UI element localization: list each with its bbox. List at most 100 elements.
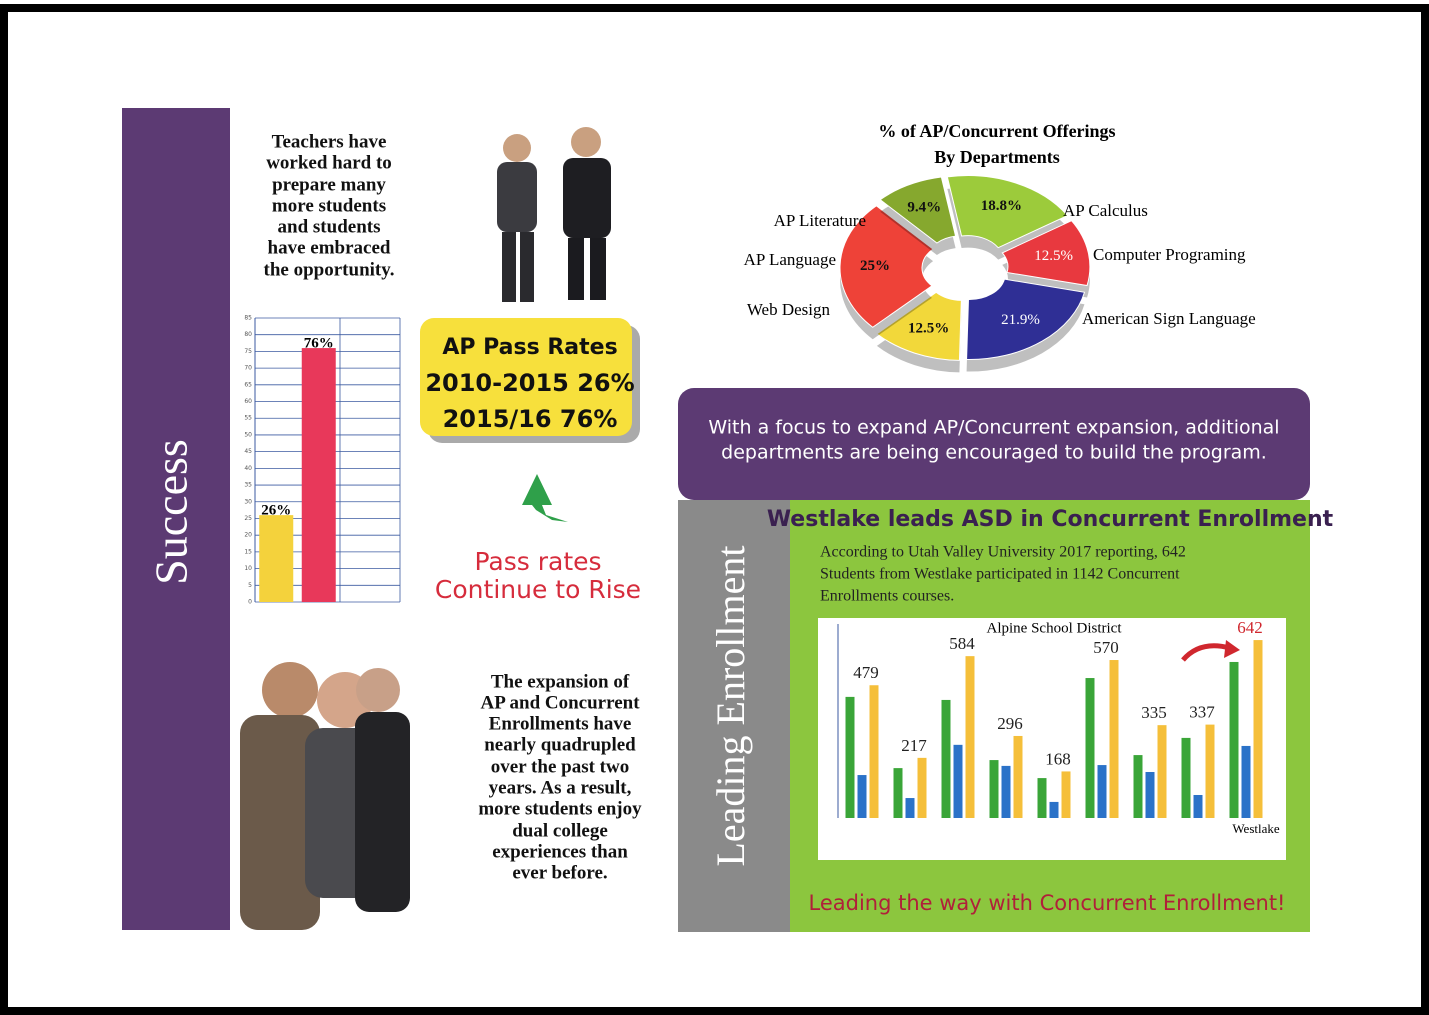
value-label: 337 — [1189, 703, 1215, 722]
intro-text: Teachers have worked hard to prepare man… — [264, 131, 395, 280]
bar — [906, 798, 915, 818]
photo-student-group — [240, 662, 410, 930]
y-tick-label: 0 — [248, 599, 252, 606]
y-tick-label: 10 — [244, 565, 252, 572]
y-tick-label: 80 — [244, 331, 252, 338]
chart-title: % of AP/Concurrent Offerings — [878, 121, 1115, 141]
bar — [1134, 755, 1143, 818]
banner-line: With a focus to expand AP/Concurrent exp… — [708, 417, 1279, 439]
outro-line: more students enjoy — [478, 798, 642, 819]
category-label: AP Language — [744, 250, 836, 269]
pass-box-text: AP Pass Rates 2010-2015 26% 2015/16 76% — [425, 335, 634, 433]
bar — [1038, 778, 1047, 818]
bar — [1098, 765, 1107, 818]
y-tick-label: 70 — [244, 365, 252, 372]
y-tick-label: 60 — [244, 398, 252, 405]
chart-title: By Departments — [934, 147, 1059, 167]
bar — [1230, 662, 1239, 818]
outro-line: over the past two — [491, 756, 629, 777]
pass-box-title: AP Pass Rates — [442, 335, 617, 360]
district-chart-area — [818, 618, 1286, 860]
pass-box-line: 2010-2015 26% — [425, 369, 634, 397]
intro-line: have embraced — [268, 237, 391, 258]
outro-line: dual college — [512, 820, 608, 841]
x-tick-label: Westlake — [1232, 821, 1280, 836]
bar — [942, 700, 951, 818]
intro-line: and students — [278, 216, 381, 237]
y-tick-label: 55 — [244, 415, 252, 422]
value-label: 25% — [860, 258, 890, 274]
bar — [870, 685, 879, 818]
rise-line: Pass rates — [474, 547, 601, 576]
outro-line: years. As a result, — [489, 777, 632, 798]
value-label: 217 — [901, 736, 927, 755]
bar — [1146, 772, 1155, 818]
value-label: 21.9% — [1001, 312, 1040, 328]
bar — [1242, 746, 1251, 818]
bar — [954, 745, 963, 818]
y-tick-label: 5 — [248, 582, 252, 589]
bar — [1110, 660, 1119, 818]
report-line: According to Utah Valley University 2017… — [820, 544, 1186, 561]
bar — [1086, 678, 1095, 818]
bar — [1254, 640, 1263, 818]
bar — [894, 768, 903, 818]
value-label: 9.4% — [907, 200, 941, 216]
page: Success Teachers have worked hard to pre… — [0, 0, 1429, 1015]
y-tick-label: 85 — [244, 315, 252, 322]
success-label: Success — [146, 439, 197, 585]
bar — [1002, 766, 1011, 818]
pass-box-line: 2015/16 76% — [443, 405, 618, 433]
report-line: Students from Westlake participated in 1… — [820, 566, 1180, 583]
bar — [1182, 738, 1191, 818]
outro-line: nearly quadrupled — [484, 734, 636, 755]
y-tick-label: 50 — [244, 431, 252, 438]
y-tick-label: 30 — [244, 498, 252, 505]
category-label: Web Design — [747, 300, 831, 319]
outro-line: AP and Concurrent — [480, 692, 640, 713]
intro-line: worked hard to — [266, 152, 392, 173]
value-label: 12.5% — [908, 321, 949, 337]
y-tick-label: 45 — [244, 448, 252, 455]
category-label: American Sign Language — [1082, 309, 1256, 328]
value-label: 18.8% — [981, 198, 1022, 214]
category-label: AP Literature — [774, 211, 866, 230]
leading-label: Leading Enrollment — [708, 545, 753, 866]
value-label: 335 — [1141, 703, 1167, 722]
category-label: AP Calculus — [1063, 201, 1148, 220]
y-tick-label: 40 — [244, 465, 252, 472]
y-tick-label: 75 — [244, 348, 252, 355]
outro-line: The expansion of — [491, 671, 630, 692]
intro-line: prepare many — [272, 174, 386, 195]
value-label: 296 — [997, 714, 1023, 733]
outro-text: The expansion of AP and Concurrent Enrol… — [478, 671, 642, 883]
bar — [1158, 725, 1167, 818]
outro-line: experiences than — [492, 841, 628, 862]
bar — [846, 697, 855, 818]
y-tick-label: 20 — [244, 532, 252, 539]
y-tick-label: 35 — [244, 482, 252, 489]
intro-line: more students — [272, 195, 386, 216]
intro-line: Teachers have — [272, 131, 387, 152]
value-label: 12.5% — [1034, 248, 1073, 264]
value-label: 642 — [1237, 618, 1263, 637]
value-label: 168 — [1045, 749, 1071, 768]
report-line: Enrollments courses. — [820, 588, 954, 605]
bar — [1050, 802, 1059, 818]
outro-line: ever before. — [512, 862, 607, 883]
headline: Westlake leads ASD in Concurrent Enrollm… — [767, 507, 1334, 532]
footer: Leading the way with Concurrent Enrollme… — [809, 891, 1286, 915]
bar — [1014, 736, 1023, 818]
bar — [990, 760, 999, 818]
banner-line: departments are being encouraged to buil… — [721, 442, 1267, 464]
chart-title: Alpine School District — [987, 620, 1123, 636]
bar — [259, 515, 293, 602]
rise-line: Continue to Rise — [435, 575, 641, 604]
y-tick-label: 65 — [244, 381, 252, 388]
bar — [966, 656, 975, 818]
value-label: 76% — [304, 336, 334, 352]
bar — [1206, 725, 1215, 818]
value-label: 570 — [1093, 638, 1119, 657]
bar — [1194, 795, 1203, 818]
value-label: 26% — [261, 503, 291, 519]
